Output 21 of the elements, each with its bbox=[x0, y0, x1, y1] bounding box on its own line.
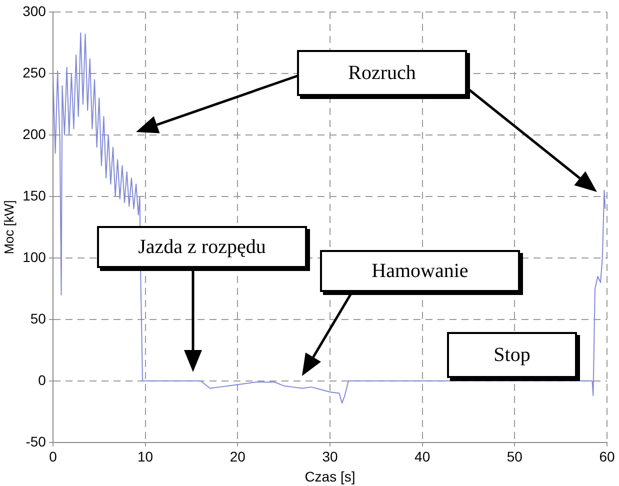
text-box: Hamowanie bbox=[320, 250, 520, 292]
x-tick-label: 50 bbox=[506, 448, 523, 465]
text-box: Jazda z rozpędu bbox=[97, 226, 307, 268]
y-tick-label: 150 bbox=[22, 187, 46, 204]
x-tick-label: 30 bbox=[322, 448, 338, 465]
y-tick-label: 50 bbox=[30, 310, 46, 326]
y-tick-label: -50 bbox=[26, 433, 46, 450]
x-tick-label: 20 bbox=[230, 448, 246, 465]
x-tick-label: 10 bbox=[138, 448, 154, 465]
y-tick-label: 0 bbox=[38, 372, 46, 388]
y-tick-label: 300 bbox=[22, 2, 46, 19]
y-tick-label: 100 bbox=[22, 248, 46, 265]
y-axis-title: Moc [kW] bbox=[1, 200, 16, 254]
y-tick-label: 200 bbox=[22, 126, 46, 142]
x-tick-label: 0 bbox=[49, 448, 58, 465]
x-axis-title: Czas [s] bbox=[304, 468, 356, 484]
text-box: Rozruch bbox=[297, 50, 467, 96]
y-tick-label: 250 bbox=[22, 64, 46, 80]
x-tick-label: 60 bbox=[599, 448, 615, 465]
text-box: Stop bbox=[447, 332, 577, 378]
x-tick-label: 40 bbox=[414, 448, 430, 465]
